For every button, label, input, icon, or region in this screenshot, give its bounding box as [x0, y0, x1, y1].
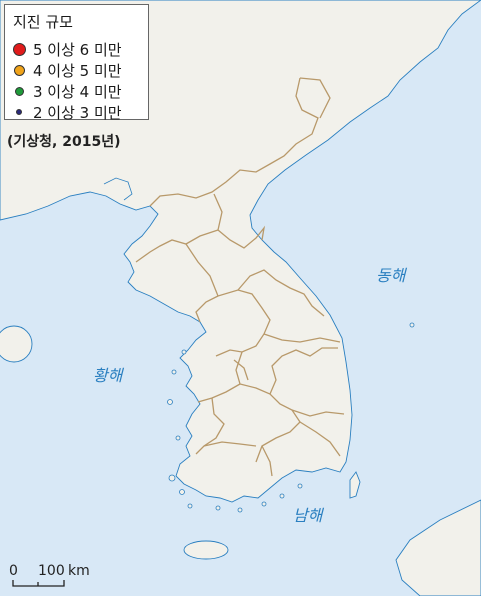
southwest-islands [167, 349, 303, 513]
source-label: (기상청, 2015년) [7, 134, 121, 150]
red-circle-icon [13, 42, 26, 56]
coast-detail-west [103, 177, 133, 201]
scale-unit-label: km [68, 563, 90, 579]
green-circle-icon [15, 86, 24, 96]
scale-zero-label: 0 [9, 563, 18, 579]
shandong-tip [0, 325, 33, 363]
jeju-island [183, 540, 229, 560]
navy-circle-icon [16, 109, 22, 115]
japan-tsushima [349, 471, 361, 499]
legend-label: 3 이상 4 미만 [33, 82, 122, 101]
province-borders [135, 77, 345, 477]
legend-title: 지진 규모 [13, 13, 73, 31]
legend-label: 2 이상 3 미만 [33, 103, 122, 122]
japan-kyushu [395, 499, 481, 596]
legend-label: 4 이상 5 미만 [33, 61, 122, 80]
orange-circle-icon [14, 64, 25, 76]
ulleung-island [409, 322, 415, 328]
scale-distance-value: 100 [38, 563, 65, 579]
legend-item-magnitude-5: 5 이상 6 미만 [13, 39, 122, 59]
legend-label: 5 이상 6 미만 [33, 40, 122, 59]
mainland [0, 0, 481, 503]
sea-label-east: 동해 [376, 266, 406, 285]
sea-label-yellow: 황해 [93, 366, 123, 385]
legend: 지진 규모 5 이상 6 미만 4 이상 5 미만 3 이상 4 미만 2 이상… [4, 4, 149, 122]
legend-item-magnitude-3: 3 이상 4 미만 [13, 81, 122, 101]
legend-item-magnitude-2: 2 이상 3 미만 [13, 102, 122, 122]
sea-label-south: 남해 [293, 506, 323, 525]
scale-bar [12, 580, 65, 587]
legend-item-magnitude-4: 4 이상 5 미만 [13, 60, 122, 80]
